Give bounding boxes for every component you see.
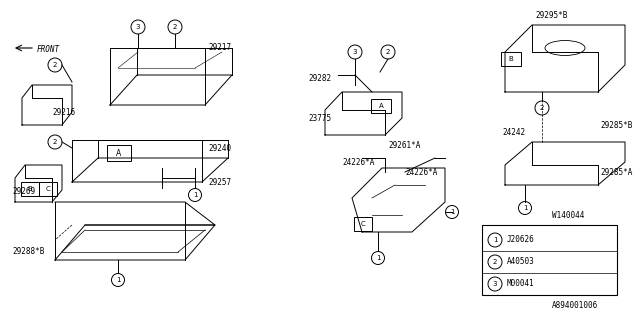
Text: 2: 2	[53, 62, 57, 68]
Text: 1: 1	[493, 237, 497, 243]
Text: 3: 3	[353, 49, 357, 55]
Text: 29261*A: 29261*A	[388, 140, 420, 149]
Text: B: B	[509, 56, 513, 62]
Text: M00041: M00041	[507, 279, 535, 289]
Text: 2: 2	[386, 49, 390, 55]
Text: 3: 3	[136, 24, 140, 30]
Text: 1: 1	[116, 277, 120, 283]
Text: 24226*A: 24226*A	[342, 157, 374, 166]
Text: 29285*A: 29285*A	[600, 167, 632, 177]
Text: 1: 1	[523, 205, 527, 211]
Text: 29240: 29240	[208, 143, 231, 153]
Text: C: C	[45, 186, 51, 192]
Text: 29257: 29257	[208, 178, 231, 187]
Text: 1: 1	[376, 255, 380, 261]
Bar	[482, 225, 617, 295]
Text: 1: 1	[193, 192, 197, 198]
Text: 29288*B: 29288*B	[12, 247, 44, 257]
Text: A40503: A40503	[507, 258, 535, 267]
Text: A894001006: A894001006	[552, 301, 598, 310]
Text: 2: 2	[540, 105, 544, 111]
Text: 29285*B: 29285*B	[600, 121, 632, 130]
Text: 29269: 29269	[12, 188, 35, 196]
Text: 2: 2	[53, 139, 57, 145]
Text: J20626: J20626	[507, 236, 535, 244]
Text: 29295*B: 29295*B	[535, 11, 568, 20]
Text: 1: 1	[450, 209, 454, 215]
Text: 29217: 29217	[208, 44, 231, 52]
Text: W140044: W140044	[552, 211, 584, 220]
Text: B: B	[28, 186, 33, 192]
Text: 24242: 24242	[502, 127, 525, 137]
Text: 3: 3	[493, 281, 497, 287]
Text: A: A	[116, 148, 122, 157]
Text: FRONT: FRONT	[37, 45, 60, 54]
Text: 29216: 29216	[52, 108, 75, 116]
Text: 23775: 23775	[308, 114, 331, 123]
Text: A: A	[379, 103, 383, 109]
Text: 2: 2	[493, 259, 497, 265]
Text: C: C	[360, 221, 365, 227]
Text: 24226*A: 24226*A	[405, 167, 437, 177]
Text: 29282: 29282	[308, 74, 331, 83]
Text: 2: 2	[173, 24, 177, 30]
